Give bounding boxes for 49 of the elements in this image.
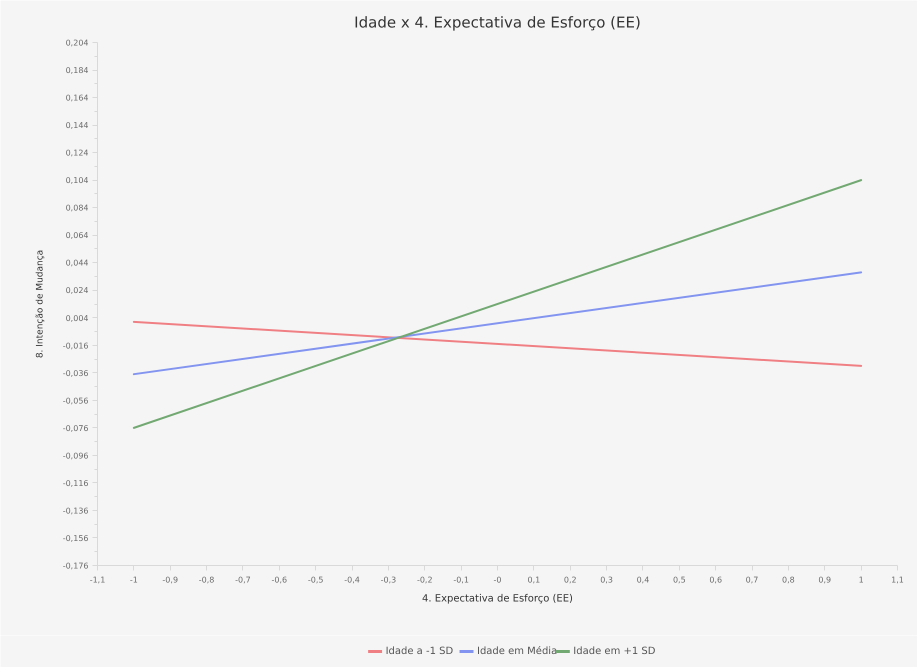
x-tick-label: 1 xyxy=(858,576,864,584)
x-tick-label: -1 xyxy=(130,576,138,584)
x-tick-label: -1,1 xyxy=(90,576,106,584)
y-tick-label: 0,164 xyxy=(66,94,89,103)
x-tick-label: -0,6 xyxy=(272,576,288,584)
y-tick-label: -0,036 xyxy=(62,368,89,378)
y-tick-label: 0,064 xyxy=(66,231,89,240)
x-tick-label: 0,6 xyxy=(709,576,722,584)
x-tick-label: -0,7 xyxy=(235,576,251,584)
x-tick-label: -0,9 xyxy=(162,576,178,584)
y-axis-title: 8. Intenção de Mudança xyxy=(36,250,46,358)
y-tick-label: -0,136 xyxy=(62,506,89,516)
y-tick-label: 0,044 xyxy=(66,258,89,268)
y-tick-label: 0,204 xyxy=(66,38,89,48)
legend-label: Idade a -1 SD xyxy=(386,646,454,657)
x-tick-label: 0,3 xyxy=(600,576,613,584)
x-tick-label: -0,8 xyxy=(198,576,214,584)
y-tick-label: 0,084 xyxy=(66,204,89,213)
x-tick-label: 0,1 xyxy=(528,576,540,584)
y-tick-label: -0,016 xyxy=(62,341,89,350)
chart-title: Idade x 4. Expectativa de Esforço (EE) xyxy=(354,14,641,32)
x-tick-label: -0,1 xyxy=(453,576,469,584)
x-tick-label: 0,5 xyxy=(672,576,686,584)
y-tick-label: 0,024 xyxy=(66,286,89,296)
y-tick-label: 0,104 xyxy=(66,176,89,186)
y-tick-label: 0,124 xyxy=(66,148,89,158)
x-tick-label: 1,1 xyxy=(891,576,904,584)
y-tick-label: -0,076 xyxy=(62,424,89,433)
x-tick-label: 0,4 xyxy=(636,576,650,584)
x-tick-label: -0,4 xyxy=(344,576,360,584)
y-tick-label: 0,184 xyxy=(66,66,89,76)
y-tick-label: -0,156 xyxy=(62,534,89,543)
x-tick-label: -0,5 xyxy=(308,576,324,584)
legend-label: Idade em +1 SD xyxy=(573,646,656,657)
y-tick-label: -0,176 xyxy=(62,562,89,570)
y-tick-label: -0,096 xyxy=(62,451,89,460)
x-tick-label: 0,8 xyxy=(782,576,795,584)
x-axis-title: 4. Expectativa de Esforço (EE) xyxy=(422,594,574,604)
y-tick-label: 0,004 xyxy=(66,314,89,323)
legend-label: Idade em Média xyxy=(477,646,558,657)
x-tick-label: -0,2 xyxy=(416,576,433,584)
x-tick-label: 0,2 xyxy=(564,576,577,584)
y-tick-label: -0,056 xyxy=(62,396,89,406)
x-tick-label: 0,7 xyxy=(746,576,758,584)
y-tick-label: -0,116 xyxy=(62,478,89,488)
x-tick-label: -0,3 xyxy=(380,576,396,584)
x-tick-label: 0,9 xyxy=(818,576,832,584)
x-tick-label: -0 xyxy=(494,576,502,584)
y-tick-label: 0,144 xyxy=(66,121,89,130)
